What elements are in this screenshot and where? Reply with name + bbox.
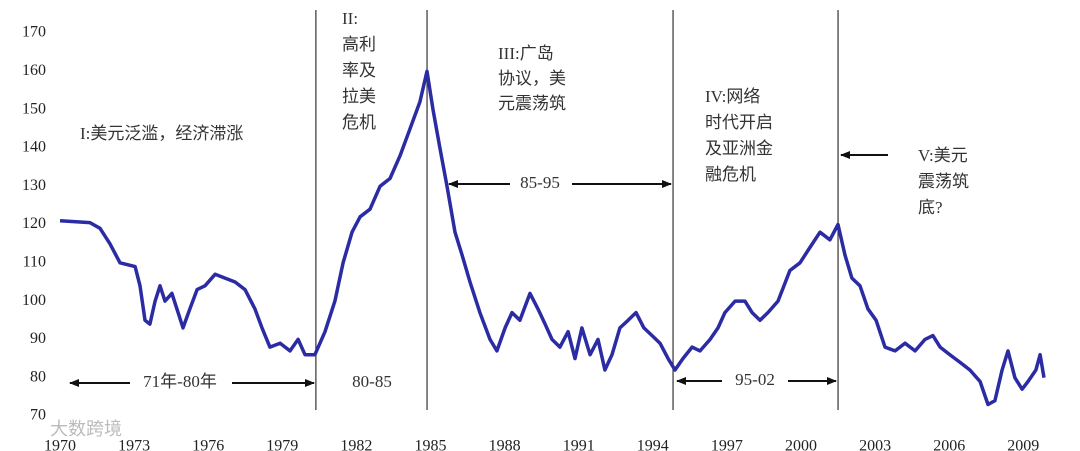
annotation: 时代开启 bbox=[705, 113, 773, 132]
x-tick-label: 1982 bbox=[340, 438, 372, 451]
x-tick-label: 1976 bbox=[192, 438, 224, 451]
annotation: 协议，美 bbox=[498, 69, 566, 88]
annotation: 底? bbox=[918, 198, 943, 217]
y-tick-label: 160 bbox=[22, 62, 46, 79]
x-tick-label: 1985 bbox=[415, 438, 447, 451]
watermark: 大数跨境 bbox=[50, 419, 122, 440]
x-tick-label: 2006 bbox=[933, 438, 965, 451]
y-tick-label: 170 bbox=[22, 24, 46, 41]
annotation: 高利 bbox=[342, 35, 376, 54]
y-tick-label: 80 bbox=[30, 368, 46, 385]
periods: 71年-80年 80-85 85-95 95-02 bbox=[69, 151, 888, 391]
period-label: 95-02 bbox=[735, 370, 775, 389]
y-tick-label: 140 bbox=[22, 139, 46, 156]
x-tick-label: 1997 bbox=[711, 438, 743, 451]
annotation: III:广岛 bbox=[498, 44, 554, 63]
x-tick-label: 1988 bbox=[489, 438, 521, 451]
x-tick-label: 2003 bbox=[859, 438, 891, 451]
period-label: 80-85 bbox=[352, 372, 392, 391]
y-tick-label: 150 bbox=[22, 100, 46, 117]
x-tick-label: 2000 bbox=[785, 438, 817, 451]
annotation: V:美元 bbox=[918, 146, 968, 165]
period-label: 85-95 bbox=[520, 173, 560, 192]
annotations: I:美元泛滥，经济滞涨 II: 高利 率及 拉美 危机 III:广岛 协议，美 … bbox=[80, 9, 969, 217]
annotation: 危机 bbox=[342, 113, 376, 132]
annotation: I:美元泛滥，经济滞涨 bbox=[80, 124, 243, 143]
y-tick-label: 100 bbox=[22, 292, 46, 309]
x-tick-label: 1991 bbox=[563, 438, 595, 451]
y-tick-label: 70 bbox=[30, 407, 46, 424]
x-tick-label: 1994 bbox=[637, 438, 669, 451]
annotation: II: bbox=[342, 9, 358, 28]
annotation: 震荡筑 bbox=[918, 172, 969, 191]
annotation: IV:网络 bbox=[705, 87, 760, 106]
series-line bbox=[59, 69, 1046, 407]
annotation: 拉美 bbox=[342, 87, 376, 106]
x-tick-label: 1979 bbox=[266, 438, 298, 451]
x-tick-label: 1973 bbox=[118, 438, 150, 451]
y-tick-label: 120 bbox=[22, 215, 46, 232]
x-tick-label: 1970 bbox=[44, 438, 76, 451]
annotation: 融危机 bbox=[705, 165, 756, 184]
y-tick-label: 90 bbox=[30, 330, 46, 347]
period-label: 71年-80年 bbox=[143, 372, 217, 391]
annotation: 率及 bbox=[342, 61, 376, 80]
y-tick-label: 110 bbox=[23, 253, 46, 270]
y-tick-label: 130 bbox=[22, 177, 46, 194]
annotation: 及亚洲金 bbox=[705, 139, 773, 158]
x-tick-label: 2009 bbox=[1007, 438, 1039, 451]
annotation: 元震荡筑 bbox=[498, 94, 566, 113]
